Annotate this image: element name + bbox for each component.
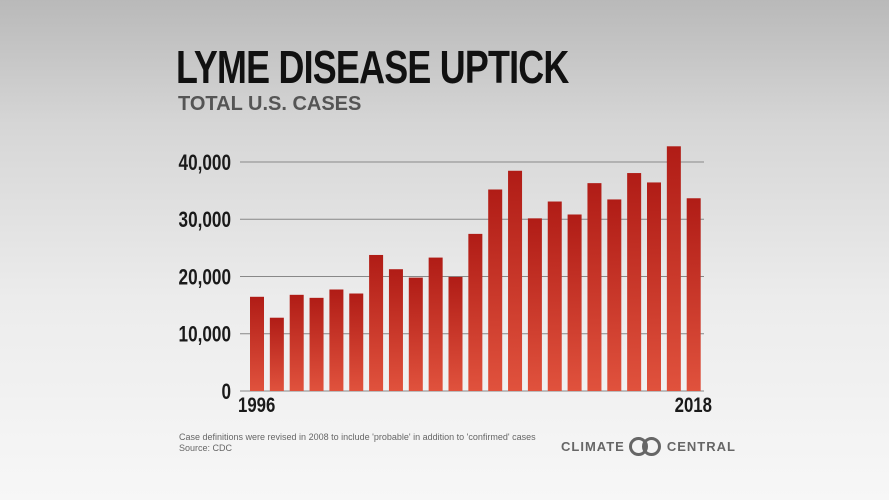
chart-title: LYME DISEASE UPTICK bbox=[176, 41, 569, 93]
bar-1999 bbox=[309, 297, 324, 391]
bar-2007 bbox=[468, 233, 483, 391]
bar-2003 bbox=[388, 269, 403, 391]
bar-2010 bbox=[527, 218, 542, 391]
x-tick-label: 1996 bbox=[238, 394, 275, 417]
y-tick-label: 10,000 bbox=[179, 323, 231, 348]
chart-subtitle: TOTAL U.S. CASES bbox=[178, 93, 362, 115]
bar-2017 bbox=[666, 146, 681, 391]
bar-2016 bbox=[647, 182, 661, 391]
footnote-revision: Case definitions were revised in 2008 to… bbox=[179, 432, 536, 442]
bar-2004 bbox=[408, 277, 423, 391]
y-tick-label: 20,000 bbox=[179, 266, 231, 291]
y-tick-label: 40,000 bbox=[179, 151, 231, 176]
logo-text-right: CENTRAL bbox=[666, 438, 736, 454]
bar-1997 bbox=[269, 317, 284, 391]
bar-2000 bbox=[329, 289, 344, 391]
bar-2011 bbox=[547, 201, 562, 391]
bar-2013 bbox=[587, 183, 602, 391]
bar-2002 bbox=[369, 254, 384, 391]
bar-2008 bbox=[488, 189, 503, 391]
bar-2009 bbox=[508, 170, 523, 391]
bar-2006 bbox=[448, 276, 463, 391]
y-tick-label: 0 bbox=[221, 380, 231, 405]
footnote-source: Source: CDC bbox=[179, 443, 233, 453]
bar-2005 bbox=[428, 257, 443, 391]
bar-1996 bbox=[250, 296, 264, 391]
bar-2001 bbox=[349, 293, 364, 391]
x-tick-label: 2018 bbox=[675, 394, 712, 417]
logo-rings-icon bbox=[628, 437, 663, 456]
bar-1998 bbox=[289, 294, 304, 391]
footnote: Case definitions were revised in 2008 to… bbox=[179, 432, 536, 454]
bar-2012 bbox=[567, 214, 582, 391]
logo-text-left: CLIMATE bbox=[561, 438, 625, 454]
climate-central-logo: CLIMATE CENTRAL bbox=[561, 437, 736, 456]
y-tick-label: 30,000 bbox=[179, 208, 231, 233]
bar-2014 bbox=[607, 199, 622, 391]
bar-2015 bbox=[627, 173, 642, 391]
bar-2018 bbox=[686, 198, 701, 391]
